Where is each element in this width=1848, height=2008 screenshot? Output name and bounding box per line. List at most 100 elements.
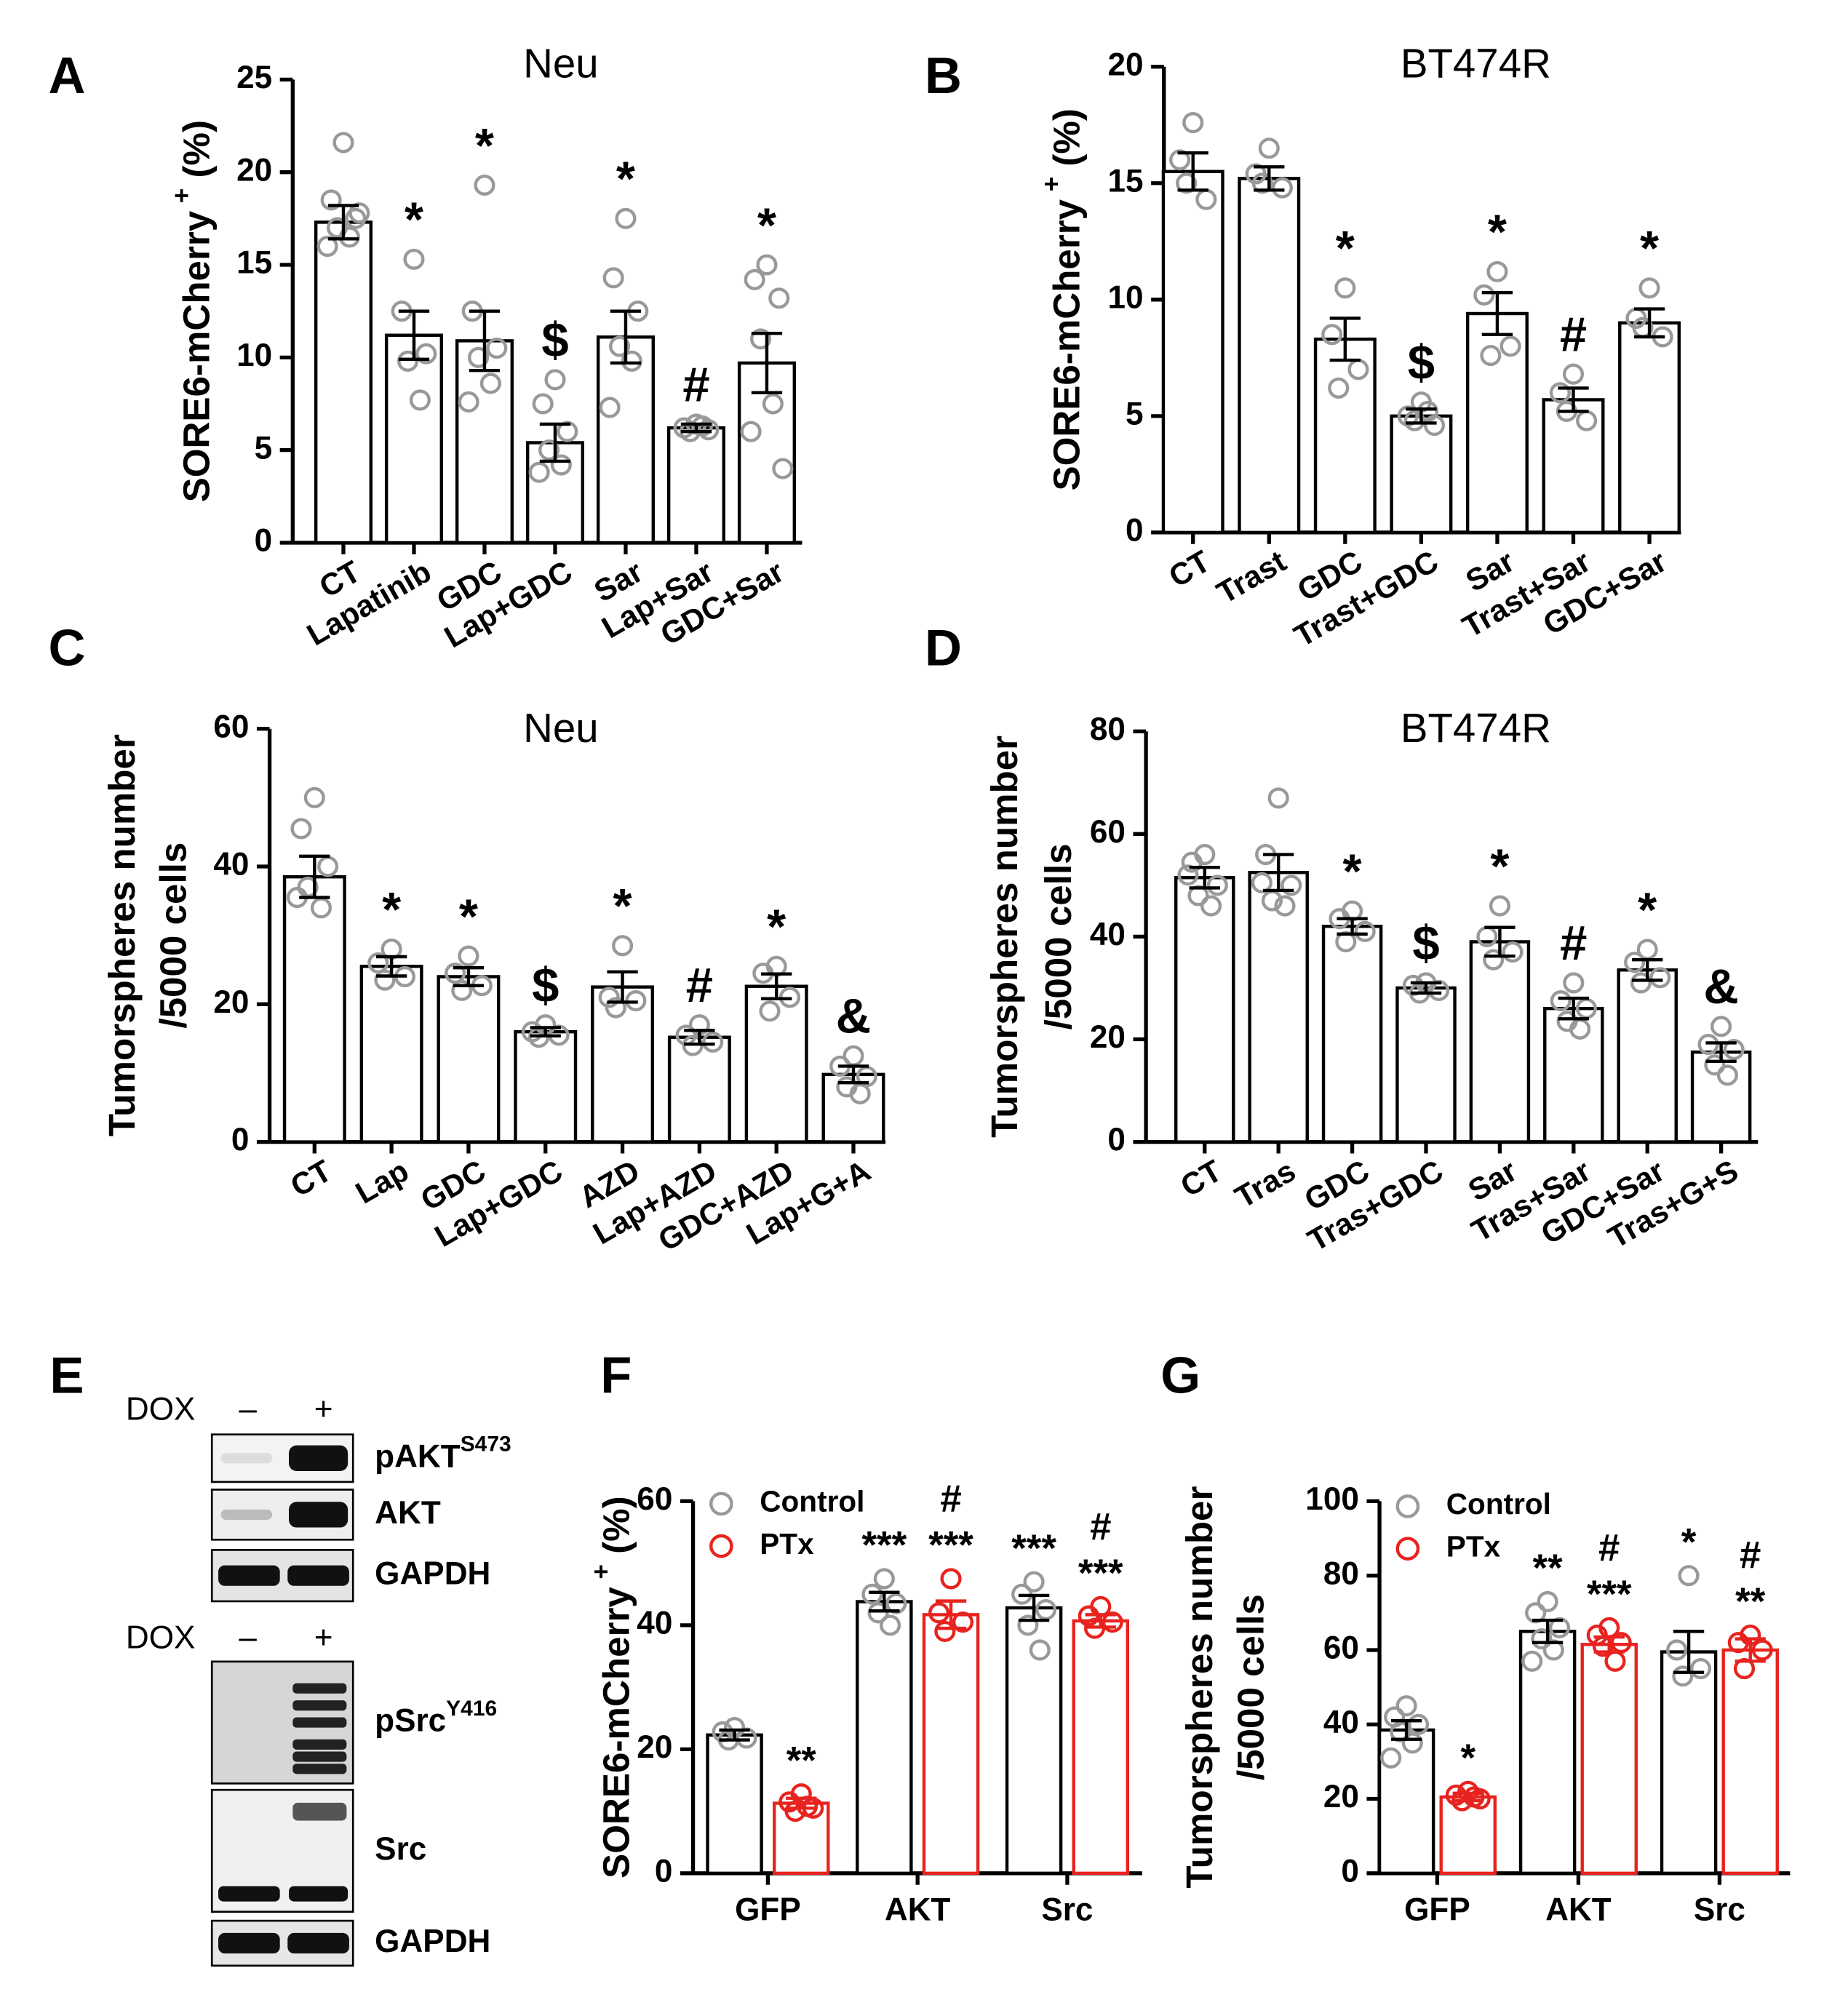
- data-point: [1489, 895, 1510, 917]
- bar: [1395, 986, 1457, 1144]
- y-tick-label: 20: [1323, 1779, 1359, 1814]
- data-point: [316, 235, 338, 258]
- significance-label: $: [541, 313, 568, 367]
- data-point: [1271, 177, 1293, 199]
- legend-marker: [709, 1491, 733, 1516]
- data-point: [1200, 895, 1222, 917]
- data-point: [1483, 949, 1505, 971]
- data-point: [1550, 990, 1572, 1012]
- bar: [1161, 170, 1224, 535]
- significance-label: #: [686, 958, 713, 1013]
- y-axis-label-suffix: (%): [1046, 108, 1087, 167]
- data-point: [1480, 345, 1502, 367]
- data-point: [1251, 172, 1273, 194]
- data-point: [303, 786, 325, 808]
- y-tick-label: 60: [213, 709, 249, 744]
- significance-label: &: [836, 989, 871, 1044]
- data-point: [1563, 972, 1585, 994]
- data-point: [1206, 874, 1228, 896]
- legend-label: PTx: [760, 1527, 814, 1561]
- y-axis-label: SORE6-mCherry + (%): [168, 120, 217, 502]
- y-axis-label-main: SORE6-mCherry: [1046, 199, 1087, 490]
- data-point: [940, 1568, 962, 1590]
- blot-band: [292, 1751, 347, 1762]
- x-tick-label: Trast: [1211, 543, 1291, 610]
- bar: [1618, 321, 1681, 535]
- significance-label: ***: [928, 1524, 973, 1567]
- significance-label: **: [1533, 1547, 1564, 1590]
- data-point: [1328, 377, 1350, 399]
- data-point: [1672, 1665, 1694, 1687]
- significance-label: $: [532, 958, 559, 1013]
- data-point: [1267, 787, 1289, 809]
- data-point: [1258, 138, 1280, 159]
- panel-letter: G: [1160, 1346, 1200, 1403]
- bar: [706, 1733, 763, 1876]
- significance-label: $: [1412, 916, 1439, 971]
- dox-plus: +: [314, 1392, 333, 1427]
- bar: [1238, 177, 1301, 535]
- legend-marker: [709, 1534, 733, 1558]
- data-point: [1649, 967, 1671, 989]
- bar: [1321, 925, 1383, 1144]
- data-point: [1177, 864, 1199, 886]
- y-axis-label-suffix: (%): [175, 120, 217, 178]
- y-axis-label: /5000 cells: [1230, 1594, 1272, 1780]
- panel-letter: D: [925, 619, 962, 677]
- blot-band: [218, 1932, 280, 1954]
- y-tick-label: 0: [1341, 1853, 1359, 1889]
- data-point: [1090, 1595, 1112, 1617]
- legend-marker: [1395, 1537, 1420, 1561]
- significance-label: #: [940, 1478, 961, 1521]
- blot-band: [287, 1932, 349, 1954]
- legend-label: PTx: [1446, 1529, 1501, 1563]
- data-point: [1630, 972, 1652, 994]
- data-point: [474, 174, 495, 196]
- significance-label: *: [767, 900, 786, 955]
- data-point: [880, 1614, 901, 1636]
- significance-label: #: [1598, 1526, 1620, 1569]
- data-point: [458, 391, 479, 413]
- y-tick-label: 20: [1090, 1019, 1126, 1055]
- band-label: GAPDH: [375, 1555, 490, 1591]
- data-point: [772, 458, 794, 479]
- y-axis-label-main: SORE6-mCherry: [175, 210, 217, 502]
- bar: [1617, 968, 1678, 1144]
- data-point: [762, 393, 784, 415]
- data-point: [550, 454, 572, 476]
- band-label-sup: Y416: [446, 1697, 497, 1721]
- data-point: [1678, 1565, 1700, 1587]
- data-point: [538, 439, 560, 461]
- data-point: [1549, 382, 1571, 404]
- x-tick-label: Src: [1041, 1892, 1093, 1927]
- significance-label: *: [1638, 883, 1657, 937]
- data-point: [445, 963, 466, 984]
- bar: [856, 1600, 913, 1876]
- band-label-main: pSrc: [375, 1702, 446, 1738]
- blot-band: [289, 1502, 349, 1528]
- data-point: [451, 979, 473, 1001]
- blot-band: [218, 1886, 280, 1902]
- data-point: [532, 393, 554, 415]
- data-point: [1274, 895, 1296, 917]
- chart-title: BT474R: [1401, 41, 1551, 87]
- panel-letter: E: [49, 1346, 84, 1403]
- data-point: [1417, 400, 1438, 422]
- data-point: [320, 189, 342, 211]
- bar: [1390, 414, 1453, 535]
- y-tick-label: 0: [1107, 1122, 1126, 1158]
- significance-label: ***: [1587, 1573, 1632, 1616]
- data-point: [1690, 1657, 1712, 1680]
- significance-label: *: [405, 193, 424, 247]
- blot-band: [220, 1453, 273, 1464]
- x-tick-label: Src: [1694, 1892, 1745, 1927]
- data-point: [544, 369, 566, 391]
- data-point: [1395, 1695, 1417, 1717]
- data-point: [1562, 363, 1585, 385]
- data-point: [1624, 952, 1646, 973]
- y-tick-label: 0: [255, 523, 273, 559]
- y-axis-label: /5000 cells: [1037, 843, 1079, 1029]
- bar: [1248, 871, 1309, 1144]
- data-point: [867, 1602, 889, 1624]
